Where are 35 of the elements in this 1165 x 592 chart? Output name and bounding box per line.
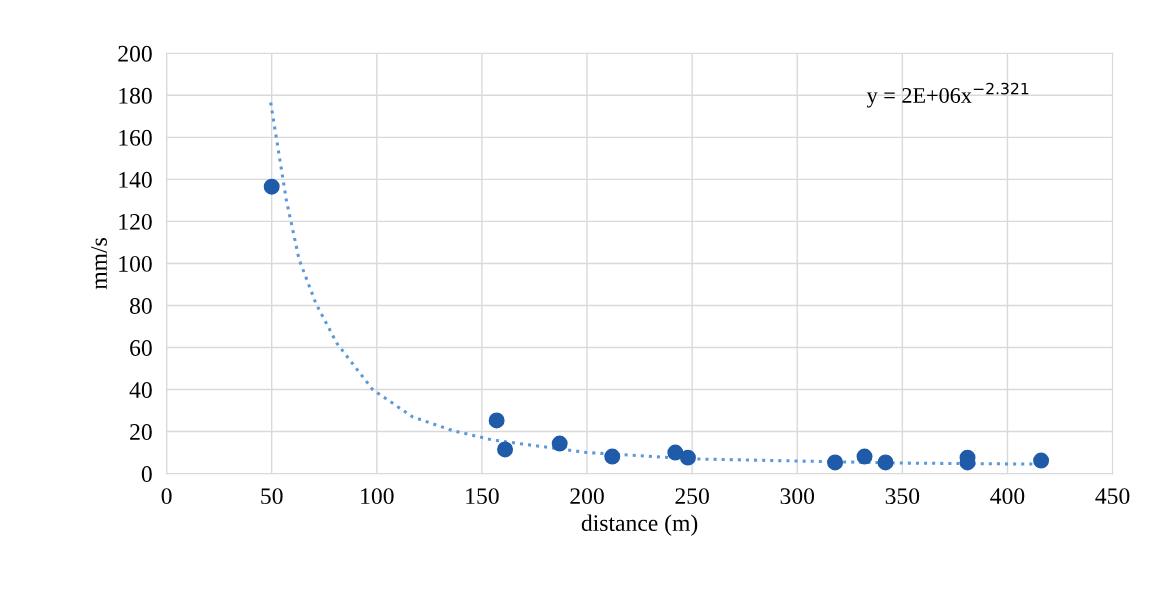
x-tick-label: 400 <box>990 488 1025 505</box>
point <box>679 449 696 466</box>
point <box>877 454 894 471</box>
y-tick-label: 20 <box>130 424 152 440</box>
x-tick-label: 250 <box>675 488 709 505</box>
x-tick-label: 450 <box>1095 488 1130 505</box>
point <box>667 444 684 461</box>
x-tick-label: 200 <box>570 488 604 505</box>
point <box>827 454 844 471</box>
point <box>263 178 280 195</box>
y-tick-label: 140 <box>119 171 152 188</box>
y-tick-label: 200 <box>118 45 152 62</box>
point <box>488 412 505 429</box>
point <box>497 441 514 458</box>
point <box>1033 452 1050 469</box>
y-tick-label: 120 <box>119 213 152 230</box>
y-tick-label: 80 <box>130 297 152 314</box>
y-tick-label: 40 <box>129 382 152 398</box>
y-tick-label: 60 <box>130 339 152 356</box>
y-tick-label: 180 <box>119 87 152 104</box>
x-tick-label: 350 <box>885 488 920 505</box>
x-tick-label: 50 <box>261 488 283 505</box>
point <box>551 435 568 452</box>
y-tick-label: 160 <box>119 129 152 146</box>
x-tick-label: 300 <box>780 488 815 505</box>
y-tick-label: 0 <box>141 466 152 483</box>
x-tick-label: 0 <box>161 488 172 505</box>
point <box>856 448 873 465</box>
point <box>604 448 621 465</box>
x-axis-title: distance (m) <box>581 514 698 536</box>
y-axis-title: mm/s <box>91 238 107 290</box>
y-tick-label: 100 <box>119 255 152 272</box>
annotation: y = 2E+06x$^{−2.321}$ <box>866 82 1029 108</box>
x-tick-label: 100 <box>361 488 394 505</box>
x-tick-label: 150 <box>466 488 499 505</box>
